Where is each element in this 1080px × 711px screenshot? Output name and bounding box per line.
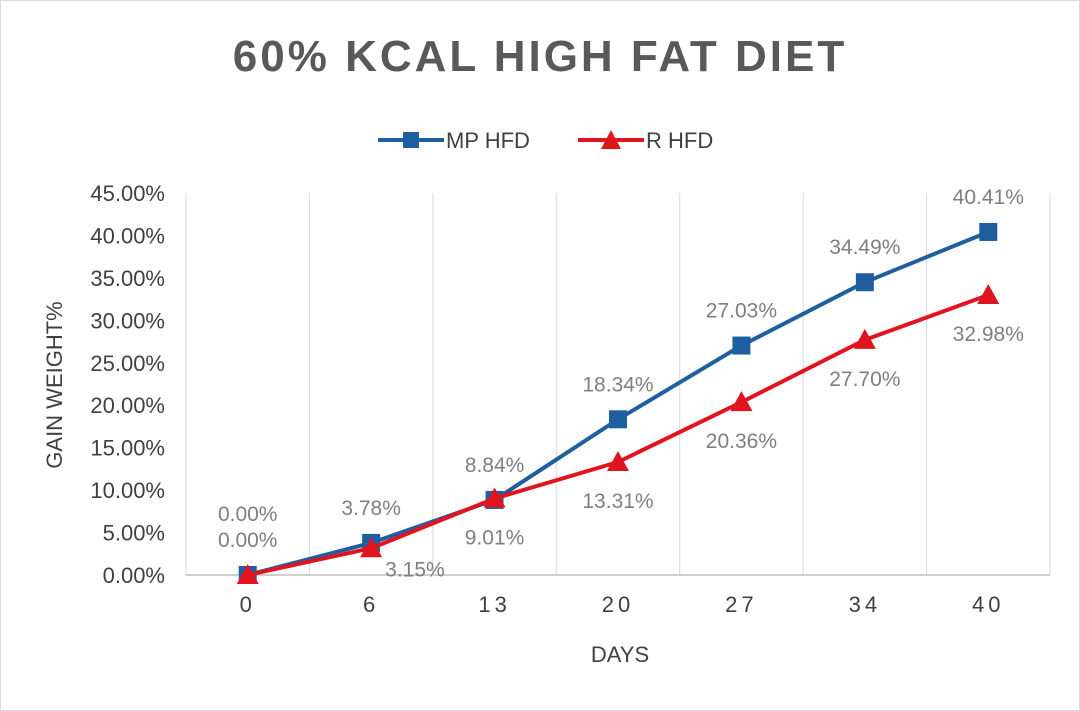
data-label: 18.34% bbox=[582, 373, 653, 396]
legend-label: R HFD bbox=[646, 128, 713, 153]
x-tick-label: 40 bbox=[972, 592, 1004, 617]
y-tick-label: 0.00% bbox=[103, 563, 165, 588]
y-tick-label: 5.00% bbox=[103, 521, 165, 546]
x-tick-label: 27 bbox=[725, 592, 757, 617]
data-label: 3.15% bbox=[385, 558, 445, 581]
data-label: 40.41% bbox=[953, 186, 1024, 209]
data-label: 3.78% bbox=[341, 497, 401, 520]
data-point-square bbox=[609, 410, 627, 429]
data-label: 34.49% bbox=[829, 236, 900, 259]
y-tick-label: 25.00% bbox=[90, 351, 165, 376]
data-label: 0.00% bbox=[218, 529, 278, 552]
series-line-mp-hfd bbox=[247, 230, 990, 577]
y-tick-label: 30.00% bbox=[90, 308, 165, 333]
legend-triangle-marker bbox=[601, 130, 621, 149]
data-label: 13.31% bbox=[582, 490, 653, 513]
data-label: 20.36% bbox=[706, 430, 777, 453]
x-axis-title: DAYS bbox=[591, 642, 649, 667]
data-point-triangle bbox=[607, 451, 629, 472]
data-point-triangle bbox=[236, 564, 259, 584]
y-tick-label: 35.00% bbox=[90, 266, 165, 291]
x-tick-label: 6 bbox=[363, 592, 379, 617]
data-label: 27.70% bbox=[829, 368, 900, 391]
data-point-square bbox=[732, 336, 751, 355]
chart-title: 60% KCAL HIGH FAT DIET bbox=[232, 32, 848, 81]
data-label: 32.98% bbox=[953, 323, 1024, 346]
data-point-square bbox=[855, 273, 874, 292]
y-tick-label: 20.00% bbox=[90, 393, 165, 418]
data-label: 8.84% bbox=[465, 454, 525, 477]
x-tick-label: 0 bbox=[240, 592, 256, 617]
data-label: 27.03% bbox=[706, 300, 777, 323]
legend-label: MP HFD bbox=[446, 128, 530, 153]
y-tick-label: 10.00% bbox=[90, 478, 165, 503]
series-line-r-hfd bbox=[247, 293, 989, 577]
data-label: 0.00% bbox=[218, 503, 278, 526]
data-point-triangle bbox=[360, 537, 383, 558]
data-point-triangle bbox=[977, 284, 1000, 305]
data-point-triangle bbox=[730, 391, 753, 412]
legend-square-marker bbox=[403, 132, 419, 148]
data-point-triangle bbox=[483, 487, 506, 508]
data-point-triangle bbox=[853, 328, 876, 349]
y-tick-label: 40.00% bbox=[90, 223, 165, 248]
x-tick-label: 13 bbox=[478, 592, 510, 617]
data-point-square bbox=[979, 222, 998, 241]
y-tick-label: 45.00% bbox=[90, 181, 165, 206]
x-tick-label: 20 bbox=[602, 592, 634, 617]
y-tick-label: 15.00% bbox=[90, 436, 165, 461]
data-label: 9.01% bbox=[465, 527, 525, 550]
x-tick-label: 34 bbox=[849, 592, 881, 617]
y-axis-title: GAIN WEIGHT% bbox=[42, 301, 67, 468]
